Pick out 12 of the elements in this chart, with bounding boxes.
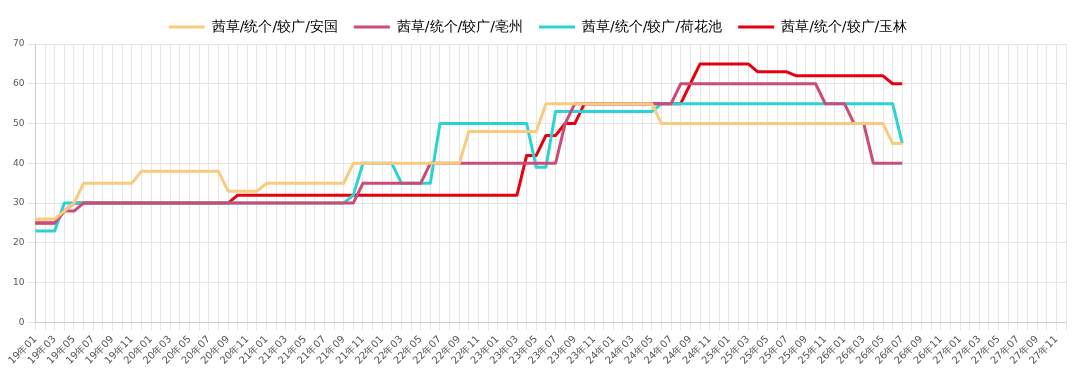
y-tick-label: 70 [13,38,25,49]
y-tick-label: 60 [13,78,25,89]
y-tick-label: 10 [13,277,25,288]
y-tick-label: 30 [13,197,25,208]
y-tick-label: 50 [13,117,25,128]
legend-label: 茜草/统个/较广/安国 [211,17,338,34]
y-tick-label: 20 [13,237,25,248]
legend-label: 茜草/统个/较广/玉林 [781,17,908,34]
legend-label: 茜草/统个/较广/亳州 [396,17,524,34]
legend-label: 茜草/统个/较广/荷花池 [582,17,723,34]
y-tick-label: 40 [13,157,25,168]
y-tick-label: 0 [18,316,25,327]
